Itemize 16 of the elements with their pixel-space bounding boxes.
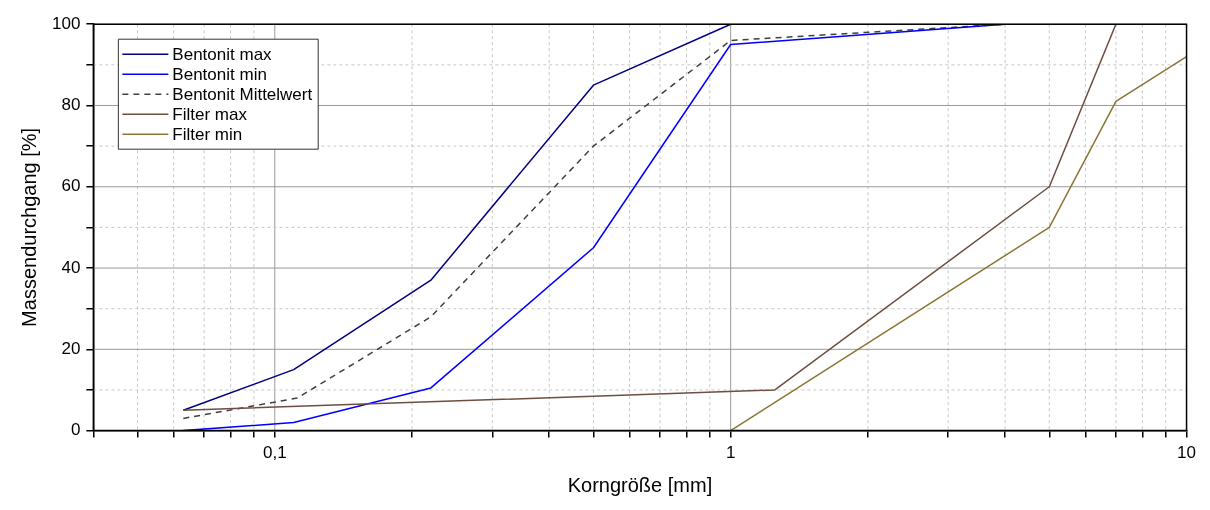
legend-label: Bentonit max	[172, 44, 273, 64]
legend-label: Bentonit Mittelwert	[172, 84, 313, 104]
x-tick-label: 1	[725, 443, 736, 463]
x-tick-label: 0,1	[262, 443, 287, 463]
legend-label: Bentonit min	[172, 64, 267, 84]
y-tick-label: 0	[70, 420, 81, 440]
y-tick-label: 40	[61, 257, 81, 277]
y-tick-label: 100	[51, 13, 81, 33]
x-axis-title: Korngröße [mm]	[567, 473, 713, 496]
y-tick-label: 20	[61, 339, 81, 359]
y-tick-label: 80	[61, 95, 81, 115]
legend-label: Filter max	[172, 104, 248, 124]
legend-label: Filter min	[172, 124, 243, 144]
y-tick-label: 60	[61, 176, 81, 196]
y-axis-title: Massendurchgang [%]	[17, 127, 40, 327]
x-tick-label: 10	[1177, 443, 1197, 463]
